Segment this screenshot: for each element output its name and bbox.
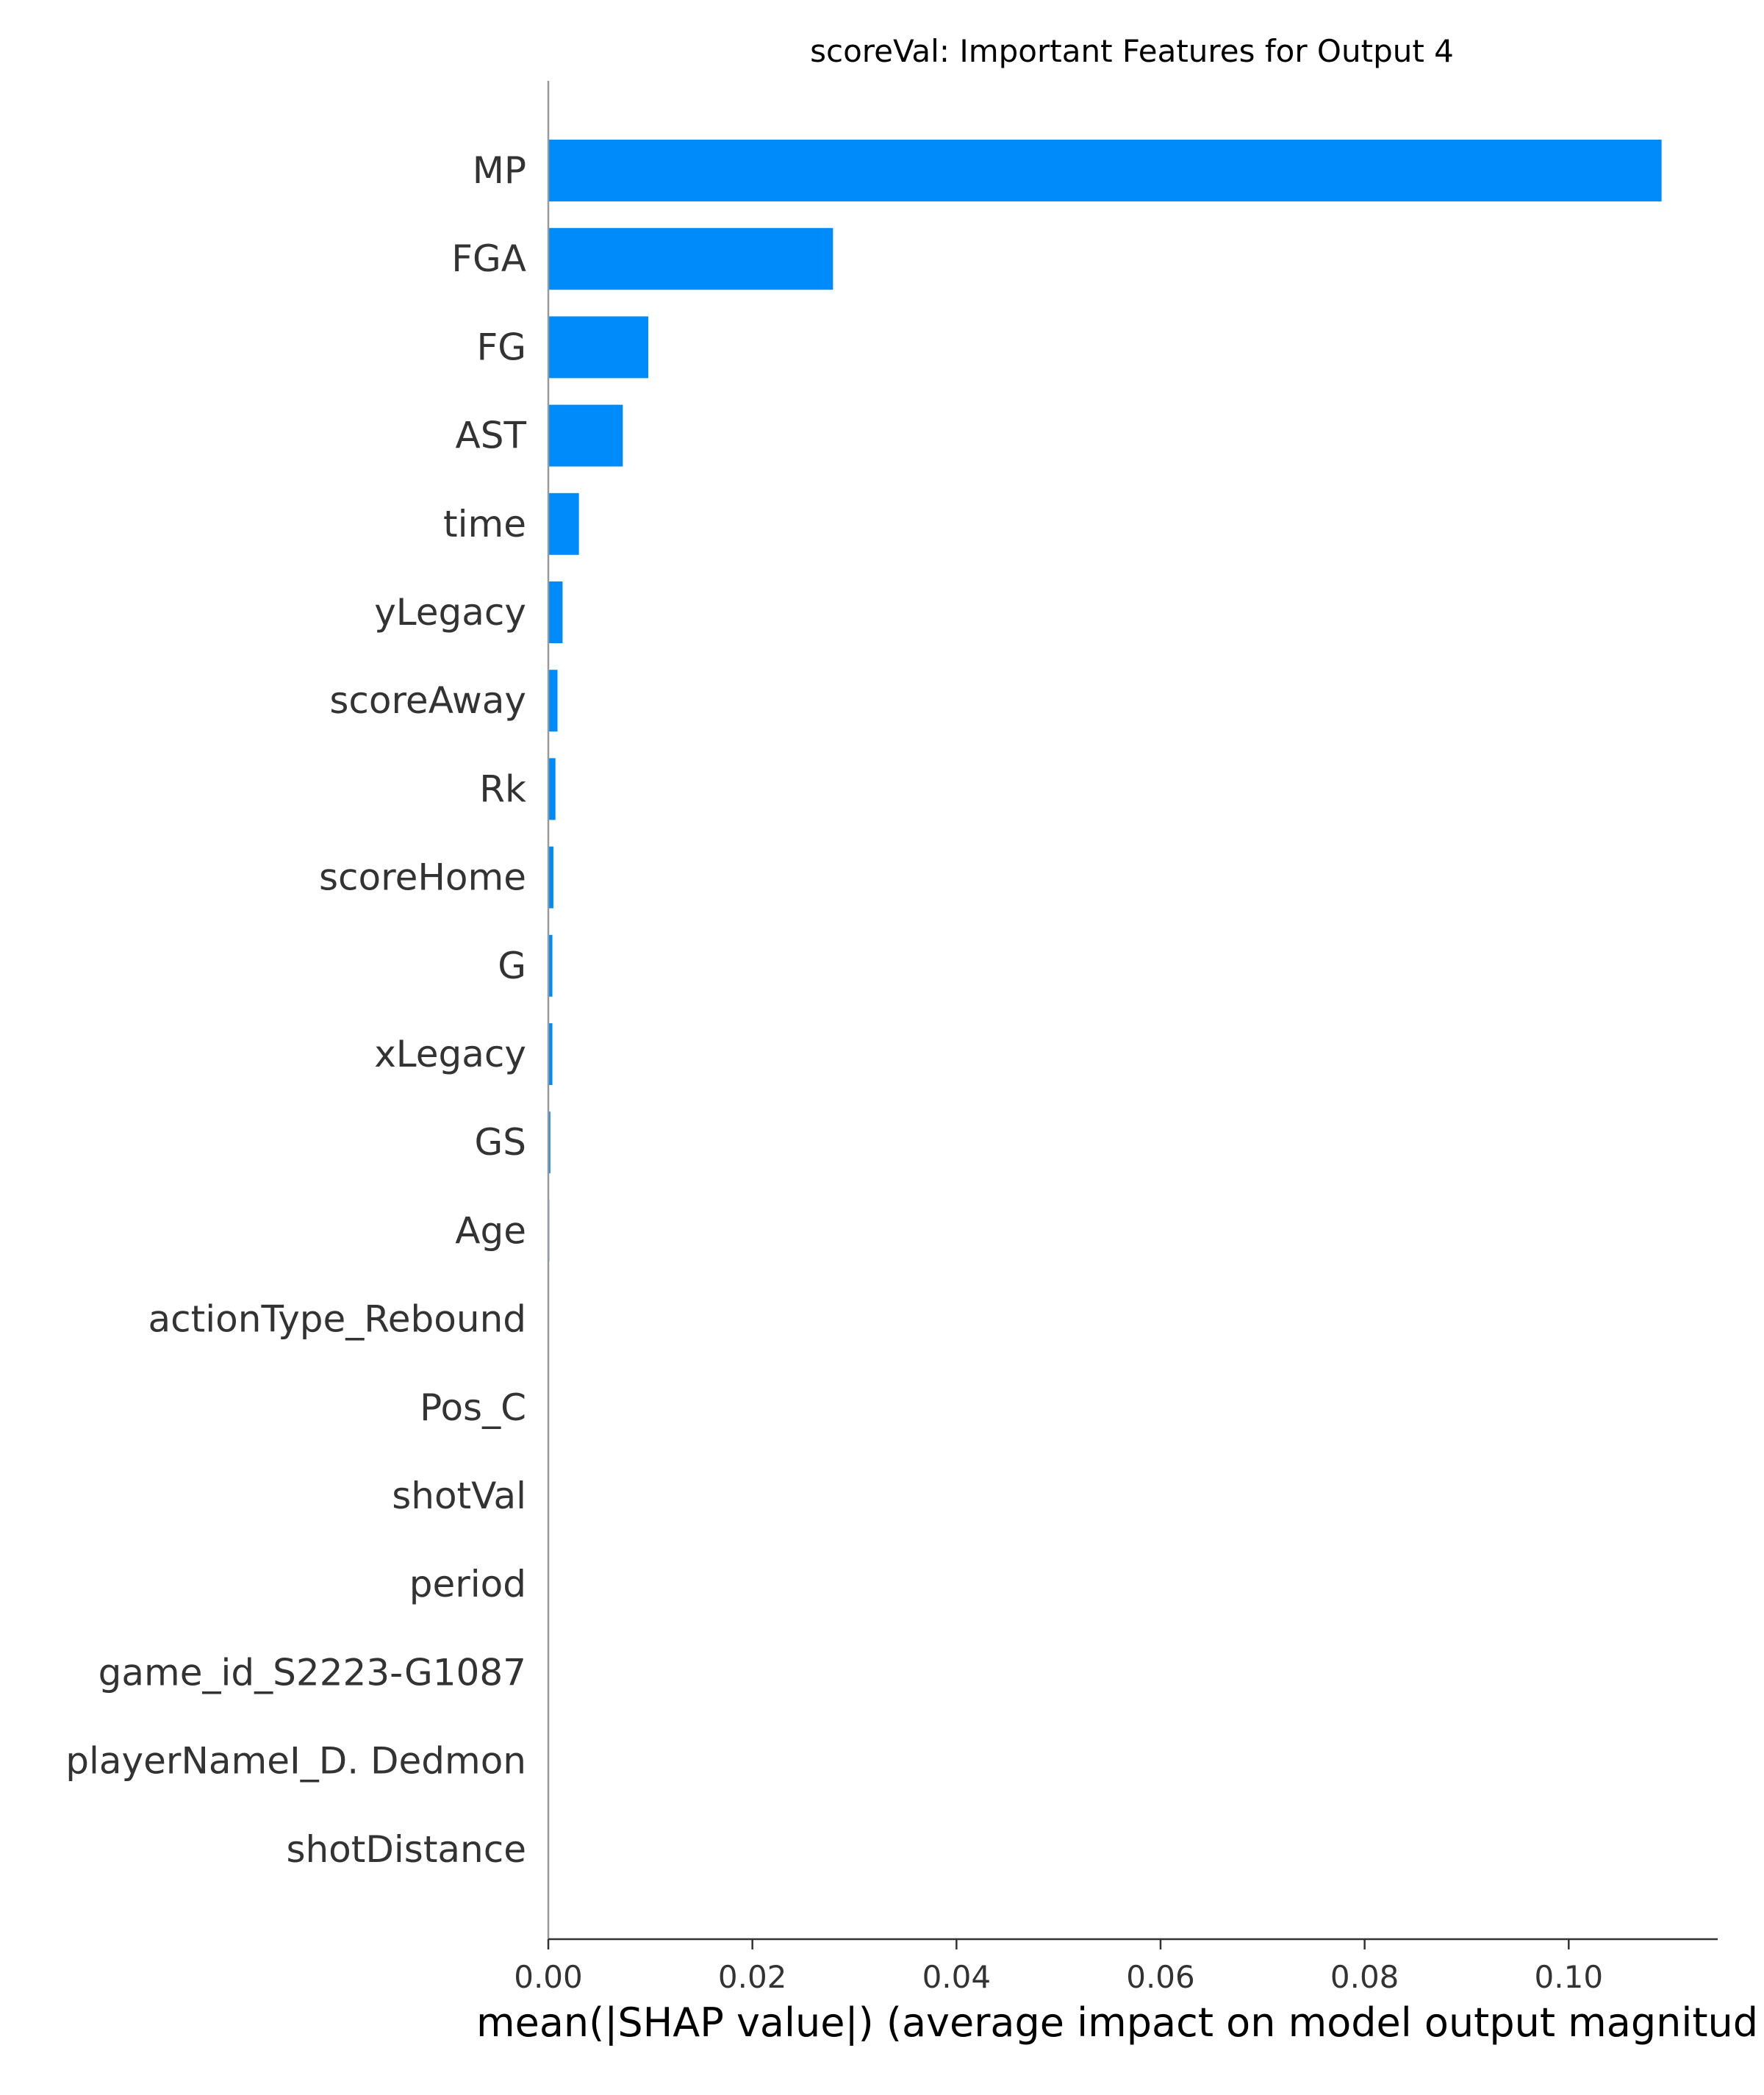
- bar-time: [548, 493, 579, 555]
- chart-title: scoreVal: Important Features for Output …: [810, 33, 1454, 69]
- y-tick-label: FGA: [451, 237, 526, 280]
- y-tick-label: period: [409, 1563, 526, 1605]
- y-tick-label: Age: [455, 1209, 526, 1252]
- x-ticks: 0.00 0.02 0.04 0.06 0.08 0.10: [514, 1939, 1603, 1995]
- y-tick-label: FG: [476, 326, 526, 368]
- x-axis-label: mean(|SHAP value|) (average impact on mo…: [476, 1999, 1758, 2046]
- x-tick-label: 0.06: [1126, 1959, 1195, 1995]
- bar-GS: [548, 1111, 551, 1174]
- y-tick-label: GS: [475, 1121, 526, 1164]
- x-tick-label: 0.04: [922, 1959, 992, 1995]
- y-tick-label: game_id_S2223-G1087: [98, 1651, 526, 1694]
- y-tick-label: actionType_Rebound: [148, 1298, 526, 1341]
- y-tick-label: G: [498, 945, 526, 987]
- x-tick-label: 0.10: [1535, 1959, 1604, 1995]
- y-tick-label: AST: [456, 415, 527, 457]
- bar-AST: [548, 404, 623, 467]
- x-tick-label: 0.02: [718, 1959, 787, 1995]
- y-tick-label: Pos_C: [420, 1386, 526, 1429]
- y-tick-label: time: [443, 503, 526, 545]
- bar-FGA: [548, 228, 833, 290]
- bar-FG: [548, 316, 649, 379]
- bar-scoreHome: [548, 846, 553, 909]
- y-tick-labels: MP FGA FG AST time yLegacy scoreAway Rk scoreHom…: [65, 149, 526, 1871]
- y-tick-label: shotVal: [392, 1475, 526, 1517]
- y-tick-label: xLegacy: [374, 1033, 526, 1075]
- y-tick-label: scoreHome: [319, 856, 526, 899]
- bar-Rk: [548, 758, 556, 820]
- x-tick-label: 0.00: [514, 1959, 583, 1995]
- y-tick-label: Rk: [479, 767, 526, 810]
- y-tick-label: yLegacy: [374, 591, 526, 634]
- bar-scoreAway: [548, 670, 558, 732]
- bar-MP: [548, 140, 1662, 201]
- bar-yLegacy: [548, 581, 563, 643]
- bars-group: [548, 140, 1662, 1262]
- y-tick-label: scoreAway: [329, 679, 526, 722]
- bar-xLegacy: [548, 1023, 553, 1085]
- x-tick-label: 0.08: [1330, 1959, 1399, 1995]
- y-tick-label: MP: [473, 149, 526, 192]
- y-tick-label: playerNameI_D. Dedmon: [65, 1740, 526, 1783]
- bar-G: [548, 934, 553, 997]
- y-tick-label: shotDistance: [286, 1828, 526, 1871]
